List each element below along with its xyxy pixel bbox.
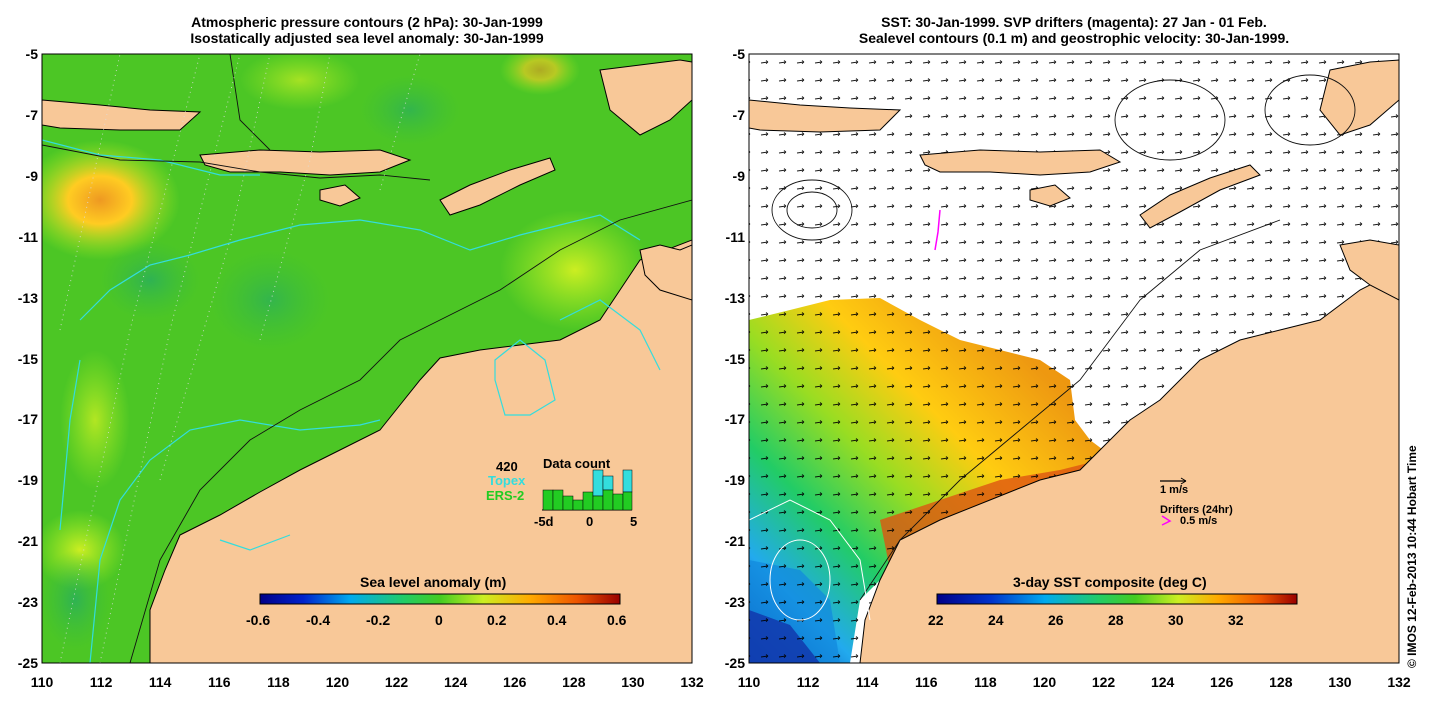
left-x-tick-label: 116 [207,674,231,690]
right-title-line2: Sealevel contours (0.1 m) and geostrophi… [858,30,1290,46]
left-title-line1: Atmospheric pressure contours (2 hPa): 3… [191,14,543,30]
right-x-tick-label: 116 [914,674,938,690]
left-y-tick-label: -11 [18,228,38,245]
sla-colorbar [259,593,621,605]
left-x-tick-label: 112 [89,674,113,690]
right-x-tick-label: 112 [796,674,820,690]
left-y-tick-label: -7 [25,106,38,123]
velocity-scale-label: 1 m/s [1160,484,1189,496]
sst-tick: 28 [1108,612,1124,628]
right-y-tick-label: -13 [724,289,745,306]
sla-tick: -0.6 [246,612,271,628]
left-x-tick-label: 114 [148,674,172,690]
sla-tick: 0.2 [487,612,507,628]
sst-tick: 24 [988,612,1004,628]
left-x-tick-label: 120 [325,674,350,690]
right-y-tick-label: -21 [724,533,745,550]
data-count-x-tick: 5 [630,514,638,529]
right-y-tick-label: -19 [724,472,745,489]
sla-tick: 0.4 [547,612,567,628]
sst-tick: 30 [1168,612,1184,628]
sla-tick: -0.4 [306,612,331,628]
right-y-tick-label: -5 [732,46,745,62]
right-y-tick-label: -11 [725,228,745,245]
right-y-tick-label: -25 [724,655,745,671]
right-colorbar-ticks: 22 24 26 28 30 32 [928,612,1328,628]
left-y-tick-label: -25 [17,655,38,671]
topex-label: Topex [488,473,526,488]
right-x-tick-label: 118 [974,674,997,690]
left-y-tick-label: -23 [17,594,38,611]
left-x-tick-label: 122 [384,674,409,690]
left-x-tick-label: 132 [680,674,704,690]
left-y-tick-label: -5 [25,46,38,62]
right-x-tick-label: 124 [1150,674,1175,690]
data-count-histogram [542,469,633,511]
right-x-tick-label: 128 [1269,674,1293,690]
right-x-tick-label: 114 [855,674,879,690]
left-y-tick-label: -17 [17,411,38,428]
right-x-tick-label: 126 [1210,674,1234,690]
sst-tick: 26 [1048,612,1064,628]
left-map [41,53,693,664]
sst-tick: 32 [1228,612,1244,628]
right-y-tick-label: -23 [724,594,745,611]
right-y-tick-label: -7 [732,106,745,123]
left-colorbar-ticks: -0.6 -0.4 -0.2 0 0.2 0.4 0.6 [240,612,640,628]
right-x-tick-label: 122 [1091,674,1116,690]
left-y-tick-label: -9 [25,167,38,184]
left-colorbar-label: Sea level anomaly (m) [360,574,507,590]
left-x-tick-label: 126 [503,674,527,690]
sla-tick: 0.6 [607,612,627,628]
left-y-tick-label: -13 [17,289,38,306]
right-title-line1: SST: 30-Jan-1999. SVP drifters (magenta)… [881,14,1267,30]
left-x-tick-label: 128 [562,674,586,690]
right-title: SST: 30-Jan-1999. SVP drifters (magenta)… [749,14,1399,46]
sla-tick: -0.2 [366,612,391,628]
right-y-tick-label: -15 [724,350,745,367]
left-x-tick-label: 110 [30,674,54,690]
left-x-tick-label: 124 [443,674,468,690]
data-count-title: Data count [543,456,611,471]
right-y-tick-label: -9 [732,167,745,184]
imos-credit: © IMOS 12-Feb-2013 10:44 Hobart Time [1405,445,1419,668]
right-colorbar-label: 3-day SST composite (deg C) [1013,574,1207,590]
left-y-tick-label: -21 [17,533,38,550]
data-count-x-tick: 0 [586,514,594,529]
data-count-x-tick: -5d [534,514,554,529]
ers-label: ERS-2 [486,488,525,503]
sst-colorbar [936,593,1298,605]
right-y-tick-label: -17 [724,411,745,428]
drifters-label: Drifters (24hr) [1160,504,1233,516]
sla-tick: 0 [435,612,443,628]
left-y-tick-label: -19 [17,472,38,489]
left-title: Atmospheric pressure contours (2 hPa): 3… [42,14,692,46]
left-x-tick-label: 130 [621,674,645,690]
right-x-tick-label: 110 [737,674,761,690]
right-x-tick-label: 120 [1032,674,1057,690]
left-title-line2: Isostatically adjusted sea level anomaly… [190,30,544,46]
left-y-tick-label: -15 [17,350,38,367]
drifter-scale-label: 0.5 m/s [1180,515,1218,527]
sst-tick: 22 [928,612,944,628]
left-x-tick-label: 118 [267,674,290,690]
right-x-tick-label: 130 [1328,674,1352,690]
right-x-tick-label: 132 [1387,674,1411,690]
data-count-number: 420 [496,459,518,474]
